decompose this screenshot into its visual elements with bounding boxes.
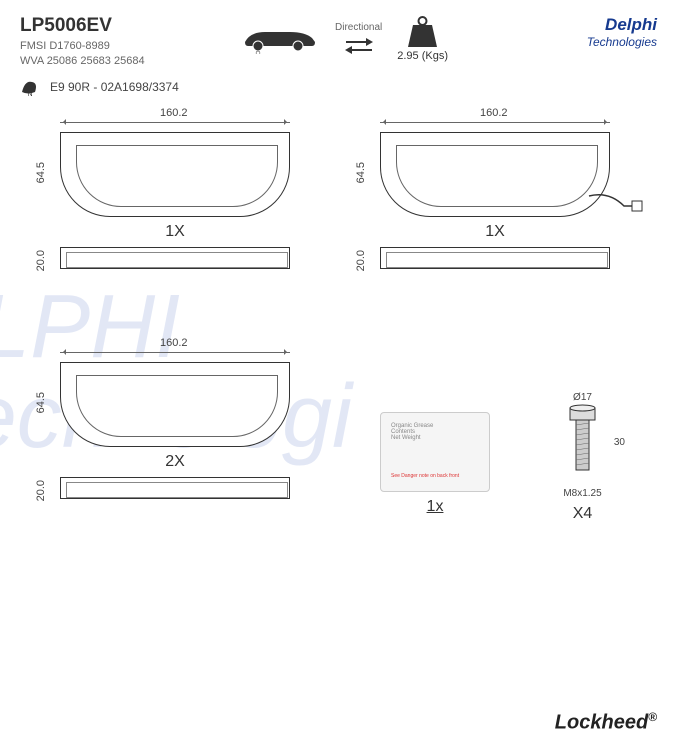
pad3-qty: 2X xyxy=(60,453,290,471)
bolt-qty: X4 xyxy=(560,505,605,523)
pad2-width: 160.2 xyxy=(480,107,508,119)
certification-code: E9 90R - 02A1698/3374 xyxy=(50,80,179,94)
certification-line: N E9 90R - 02A1698/3374 xyxy=(0,72,677,102)
weight-value: 2.95 (Kgs) xyxy=(397,50,448,62)
pad-shape xyxy=(380,132,610,217)
pad-shape xyxy=(60,132,290,217)
grease-packet: Organic Grease Contents Net Weight See D… xyxy=(380,412,490,516)
delphi-logo: Delphi xyxy=(527,15,657,35)
eco-badge-icon: N xyxy=(20,77,40,97)
directional-label: Directional xyxy=(335,22,382,33)
packet-line3: Net Weight xyxy=(391,435,479,441)
pad-side-view xyxy=(60,477,290,499)
pad-diagram-1: 160.2 64.5 1X 20.0 xyxy=(60,132,290,269)
fmsi-code: FMSI D1760-8989 xyxy=(20,40,220,52)
dim-line xyxy=(60,122,290,123)
bolt-icon xyxy=(560,403,605,483)
packet-warning: See Danger note on back front xyxy=(391,473,459,479)
registered-icon: ® xyxy=(648,710,657,724)
pad-diagram-2: 160.2 64.5 1X 20.0 xyxy=(380,132,610,269)
pad-shape xyxy=(60,362,290,447)
part-number: LP5006EV xyxy=(20,15,220,37)
pad-diagram-3: 160.2 64.5 2X 20.0 xyxy=(60,362,290,499)
directional-block: Directional xyxy=(335,22,382,56)
car-icon xyxy=(240,24,320,54)
pad3-height: 64.5 xyxy=(35,392,47,413)
bolt-head-dia: Ø17 xyxy=(560,392,605,403)
sensor-wire-icon xyxy=(584,181,644,221)
dim-line xyxy=(60,352,290,353)
svg-text:N: N xyxy=(27,91,32,97)
pad1-thickness: 20.0 xyxy=(35,250,47,271)
pad-side-view xyxy=(60,247,290,269)
dim-line xyxy=(380,122,610,123)
packet-graphic: Organic Grease Contents Net Weight See D… xyxy=(380,412,490,492)
bolt-thread: M8x1.25 xyxy=(560,488,605,499)
pad2-qty: 1X xyxy=(380,223,610,241)
packet-qty: 1x xyxy=(380,498,490,516)
bolt-diagram: Ø17 30 M8x1.25 X4 xyxy=(560,392,605,523)
pad1-width: 160.2 xyxy=(160,107,188,119)
header: LP5006EV FMSI D1760-8989 WVA 25086 25683… xyxy=(0,0,677,72)
header-center: Directional 2.95 (Kgs) xyxy=(240,15,527,62)
pad3-thickness: 20.0 xyxy=(35,480,47,501)
weight-icon xyxy=(405,15,440,50)
bolt-length: 30 xyxy=(614,437,625,448)
pad2-thickness: 20.0 xyxy=(355,250,367,271)
directional-arrows-icon xyxy=(344,36,374,56)
wva-code: WVA 25086 25683 25684 xyxy=(20,55,220,67)
weight-block: 2.95 (Kgs) xyxy=(397,15,448,62)
header-right: Delphi Technologies xyxy=(527,15,657,49)
pad1-height: 64.5 xyxy=(35,162,47,183)
pad2-height: 64.5 xyxy=(355,162,367,183)
delphi-sublogo: Technologies xyxy=(527,35,657,49)
pad1-qty: 1X xyxy=(60,223,290,241)
pad3-width: 160.2 xyxy=(160,337,188,349)
header-left: LP5006EV FMSI D1760-8989 WVA 25086 25683… xyxy=(20,15,220,67)
pad-side-view xyxy=(380,247,610,269)
diagrams-area: ELPHI Technologi 160.2 64.5 1X 20.0 160.… xyxy=(0,102,677,642)
footer-logo: Lockheed® xyxy=(555,710,657,735)
